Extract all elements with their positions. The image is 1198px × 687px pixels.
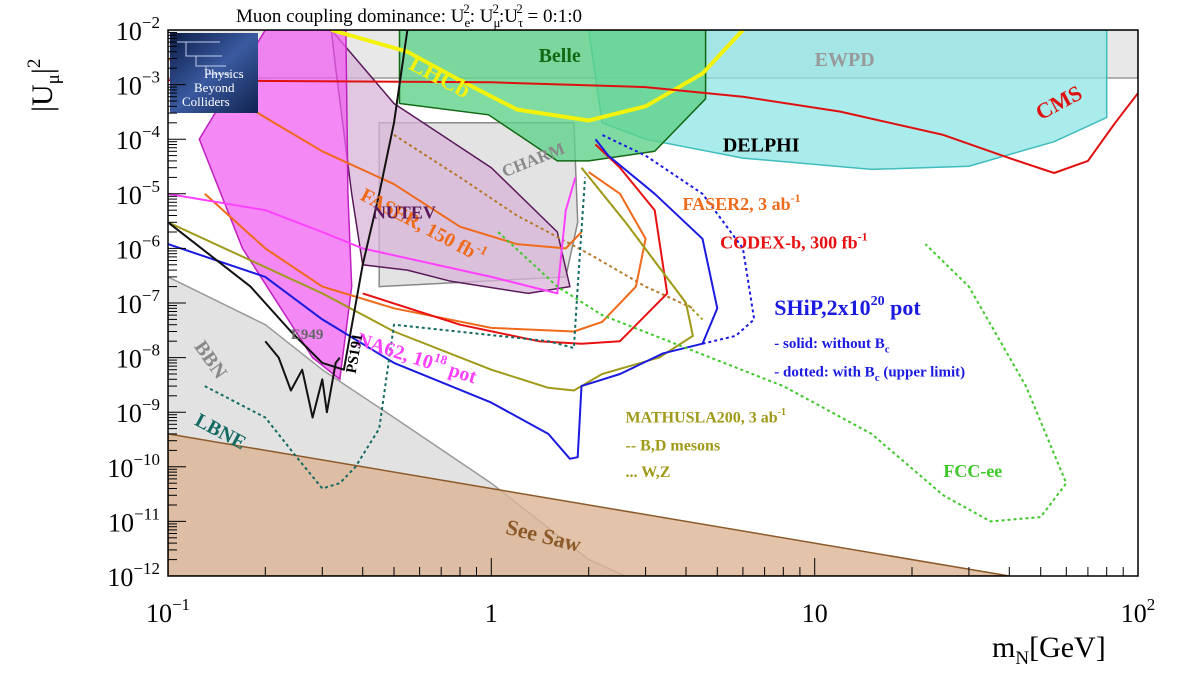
see-saw-region (168, 433, 1010, 576)
y-tick-label: 10−3 (116, 68, 160, 101)
label-ship-dotted: - dotted: with Bc (upper limit) (774, 365, 965, 385)
x-axis-title: mN[GeV] (992, 631, 1106, 669)
series-layer (168, 30, 1138, 523)
label-ps191: PS191 (344, 333, 367, 375)
label-fccee: FCC-ee (943, 461, 1002, 481)
series-faser2-3-ab-1 (204, 171, 647, 333)
logo-line-2: Beyond (194, 80, 235, 95)
label-ewpd: EWPD (815, 49, 875, 71)
y-tick-label: 10−4 (116, 122, 161, 155)
y-tick-label: 10−7 (116, 286, 161, 319)
nutev-region (330, 30, 571, 295)
y-tick-label: 10−11 (108, 504, 160, 537)
y-tick-label: 10−9 (116, 395, 160, 428)
belle-region (398, 30, 707, 162)
label-mathusla-bd: -- B,D mesons (626, 437, 721, 454)
series-fcc-ee (497, 231, 1068, 523)
y-tick-label: 10−12 (107, 559, 160, 592)
tick-labels-layer: 10−2 10−3 10−4 10−5 10−6 10−7 10−8 10−9 10−10 10−… (107, 13, 1155, 628)
y-tick-label: 10−8 (116, 341, 160, 374)
label-nutev: NUTEV (373, 203, 436, 223)
label-na62: NA62, 1018 pot (354, 325, 481, 388)
x-tick-label: 102 (1121, 595, 1156, 628)
series-cms (168, 79, 1138, 174)
y-tick-label: 10−10 (107, 450, 160, 483)
y-tick-label: 10−2 (116, 13, 160, 46)
series-na62-10-18-pot (168, 177, 577, 295)
series-mathusla200-3-ab-1-b-d-mesons (168, 167, 694, 392)
chart-title: Muon coupling dominance: Ue2: Uμ2:Uτ2 = … (236, 1, 582, 30)
label-belle: Belle (539, 45, 581, 67)
series-faser-dotted (393, 134, 694, 310)
y-tick-label: 10−6 (116, 231, 160, 264)
series-faser-150-fb-1 (168, 57, 583, 250)
label-e949: E949 (291, 327, 324, 343)
ps191-region (198, 30, 353, 381)
label-mathusla: MATHUSLA200, 3 ab-1 (626, 407, 787, 426)
label-codexb: CODEX-b, 300 fb-1 (720, 229, 868, 252)
x-tick-label: 1 (485, 599, 498, 628)
label-delphi: DELPHI (723, 134, 800, 156)
series-mathusla200-w-z (580, 167, 704, 321)
ticks-layer (167, 32, 1124, 577)
series-codex-b-300-fb-1 (362, 143, 669, 345)
series-ship-2x10-20-pot-solid-without-bc (168, 138, 719, 460)
series-e949 (264, 340, 341, 419)
label-ship: SHiP,2x1020 pot (774, 294, 921, 320)
series-lhcb (330, 30, 745, 123)
logo-line-1: Physics (204, 66, 244, 81)
y-tick-label: 10−5 (116, 177, 160, 210)
series-lbne (204, 177, 587, 490)
physics-beyond-colliders-logo: Physics Beyond Colliders (170, 33, 258, 113)
label-mathusla-wz: ... W,Z (626, 464, 671, 481)
series-ps191 (168, 30, 409, 371)
label-ship-solid: - solid: without Bc (774, 336, 889, 356)
logo-line-3: Colliders (182, 94, 230, 109)
x-tick-label: 10 (802, 599, 828, 628)
regions-layer (168, 30, 1138, 576)
label-faser2: FASER2, 3 ab-1 (682, 191, 800, 214)
y-axis-title: |Uμ|2 (24, 59, 64, 112)
x-tick-label: 10−1 (146, 595, 190, 628)
